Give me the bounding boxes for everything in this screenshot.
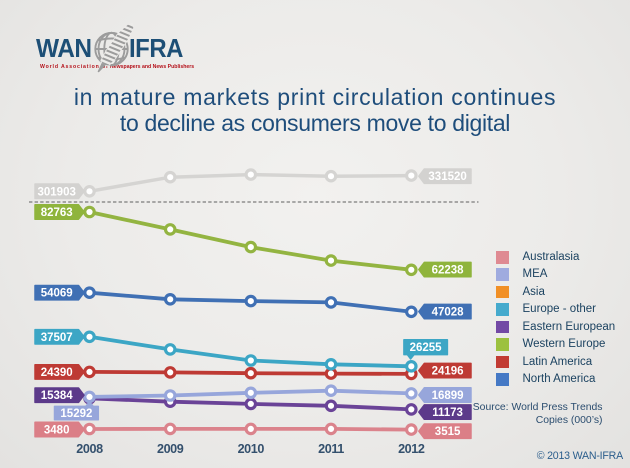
svg-text:54069: 54069 <box>41 288 73 300</box>
svg-text:15292: 15292 <box>60 408 92 420</box>
svg-text:24196: 24196 <box>432 366 464 378</box>
svg-text:3515: 3515 <box>435 426 461 438</box>
svg-text:11173: 11173 <box>432 407 463 419</box>
svg-text:301903: 301903 <box>38 186 76 198</box>
svg-text:26255: 26255 <box>410 342 443 354</box>
svg-text:82763: 82763 <box>41 207 73 219</box>
svg-text:62238: 62238 <box>432 265 465 277</box>
svg-text:37507: 37507 <box>41 332 73 344</box>
svg-text:15384: 15384 <box>41 390 74 402</box>
svg-text:24390: 24390 <box>41 367 73 379</box>
svg-text:16899: 16899 <box>432 390 464 402</box>
svg-text:47028: 47028 <box>432 307 465 319</box>
svg-text:331520: 331520 <box>428 171 466 183</box>
svg-text:3480: 3480 <box>44 425 70 437</box>
